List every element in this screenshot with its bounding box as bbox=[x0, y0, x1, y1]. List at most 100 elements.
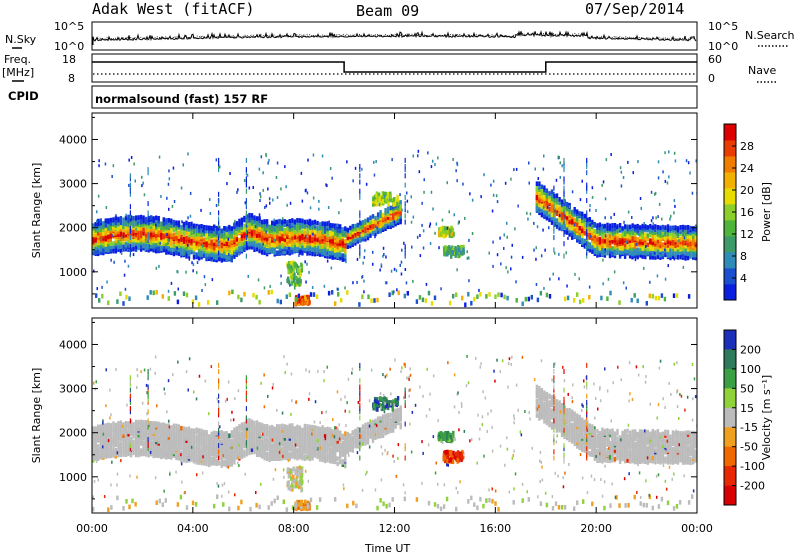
echo-cell bbox=[406, 291, 409, 296]
echo-cell bbox=[296, 241, 299, 246]
echo-cell bbox=[610, 216, 612, 220]
echo-cell bbox=[537, 177, 539, 180]
echo-cell bbox=[113, 260, 115, 264]
echo-cell bbox=[293, 282, 297, 287]
echo-cell bbox=[117, 435, 120, 441]
echo-cell bbox=[336, 287, 339, 291]
echo-cell bbox=[278, 235, 281, 241]
echo-cell bbox=[129, 235, 131, 241]
echo-cell bbox=[336, 224, 338, 228]
echo-cell bbox=[288, 292, 291, 297]
echo-cell bbox=[235, 455, 239, 460]
echo-cell bbox=[341, 229, 344, 235]
echo-cell bbox=[233, 235, 236, 241]
echo-cell bbox=[438, 246, 440, 250]
echo-cell bbox=[651, 225, 654, 230]
echo-cell bbox=[611, 246, 614, 251]
echo-cell bbox=[114, 223, 118, 228]
echo-cell bbox=[197, 302, 201, 307]
echo-cell bbox=[235, 428, 239, 434]
echo-cell bbox=[399, 193, 401, 197]
echo-cell bbox=[571, 218, 574, 224]
echo-cell bbox=[636, 237, 639, 242]
echo-cell bbox=[670, 214, 672, 218]
echo-cell bbox=[158, 155, 161, 159]
echo-cell bbox=[170, 447, 173, 453]
echo-cell bbox=[286, 237, 289, 242]
echo-cell bbox=[92, 432, 95, 437]
nave-label: Nave bbox=[748, 64, 776, 77]
echo-cell bbox=[97, 194, 100, 198]
echo-cell bbox=[99, 220, 102, 226]
echo-cell bbox=[634, 258, 637, 262]
echo-cell bbox=[380, 263, 382, 267]
echo-cell bbox=[182, 249, 186, 255]
echo-cell bbox=[238, 441, 241, 446]
echo-cell bbox=[114, 438, 118, 443]
echo-cell bbox=[634, 240, 637, 246]
echo-cell bbox=[157, 216, 160, 221]
echo-cell bbox=[563, 188, 565, 194]
echo-cell bbox=[172, 166, 175, 170]
echo-cell bbox=[268, 224, 271, 230]
echo-cell bbox=[273, 453, 276, 459]
echo-cell bbox=[294, 286, 296, 290]
echo-cell bbox=[220, 450, 223, 455]
echo-cell bbox=[694, 246, 697, 251]
echo-cell bbox=[329, 225, 332, 230]
echo-cell bbox=[311, 251, 314, 257]
echo-cell bbox=[621, 246, 624, 251]
echo-cell bbox=[240, 244, 244, 249]
echo-cell bbox=[671, 254, 675, 259]
echo-cell bbox=[233, 245, 236, 250]
echo-cell bbox=[143, 193, 146, 197]
echo-cell bbox=[129, 254, 131, 258]
echo-cell bbox=[689, 230, 692, 236]
echo-cell bbox=[573, 226, 576, 232]
echo-cell bbox=[621, 232, 624, 238]
echo-cell bbox=[384, 208, 387, 213]
echo-cell bbox=[267, 187, 269, 191]
echo-cell bbox=[601, 229, 604, 235]
echo-cell bbox=[361, 167, 363, 171]
echo-cell bbox=[107, 247, 110, 253]
echo-cell bbox=[119, 432, 123, 438]
echo-cell bbox=[649, 255, 652, 260]
echo-cell bbox=[352, 239, 354, 243]
echo-cell bbox=[287, 276, 290, 282]
echo-cell bbox=[190, 439, 193, 445]
echo-cell bbox=[566, 295, 570, 301]
echo-cell bbox=[634, 247, 637, 253]
echo-cell bbox=[144, 422, 148, 428]
echo-cell bbox=[162, 435, 165, 441]
y-tick-label: 4000 bbox=[59, 133, 87, 146]
echo-cell bbox=[674, 233, 677, 238]
echo-cell bbox=[162, 438, 165, 443]
echo-cell bbox=[692, 234, 695, 239]
echo-cell bbox=[455, 248, 458, 253]
echo-cell bbox=[233, 222, 236, 227]
echo-cell bbox=[671, 225, 675, 231]
echo-cell bbox=[511, 243, 513, 247]
echo-cell bbox=[106, 280, 108, 284]
echo-cell bbox=[674, 229, 677, 235]
echo-cell bbox=[381, 199, 385, 204]
echo-cell bbox=[281, 226, 284, 231]
echo-cell bbox=[425, 282, 428, 286]
echo-cell bbox=[278, 437, 281, 442]
echo-cell bbox=[581, 236, 584, 241]
echo-cell bbox=[287, 269, 290, 275]
echo-cell bbox=[248, 438, 251, 443]
echo-cell bbox=[399, 200, 402, 205]
echo-cell bbox=[170, 445, 173, 450]
echo-cell bbox=[295, 275, 298, 281]
echo-cell bbox=[248, 186, 251, 190]
echo-cell bbox=[245, 253, 247, 259]
echo-cell bbox=[283, 446, 286, 451]
echo-cell bbox=[286, 434, 289, 440]
echo-cell bbox=[177, 234, 181, 239]
beam-title: Beam 09 bbox=[356, 2, 419, 20]
echo-cell bbox=[381, 196, 384, 201]
echo-cell bbox=[666, 243, 670, 248]
